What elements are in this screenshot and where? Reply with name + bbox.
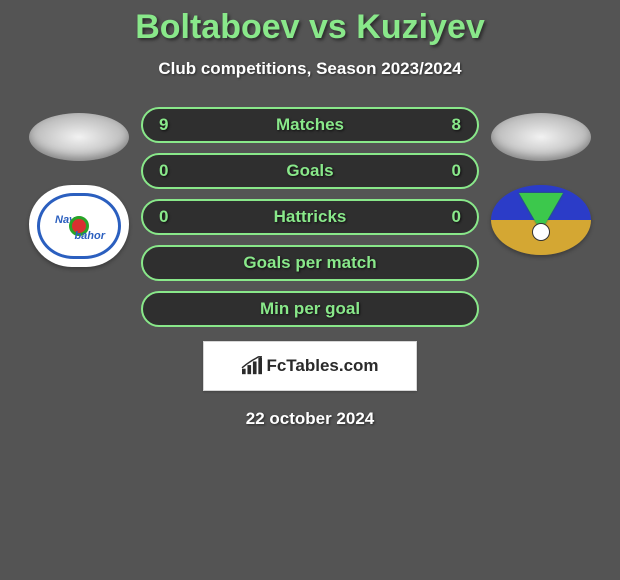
stat-right-value: 8 [452, 115, 461, 135]
stat-label: Min per goal [260, 299, 360, 319]
player-left-avatar [29, 113, 129, 161]
stat-row-goals: 0 Goals 0 [141, 153, 479, 189]
comparison-row: Nav bahor 9 Matches 8 0 Goals 0 0 Hattri… [0, 107, 620, 327]
stat-row-gpm: Goals per match [141, 245, 479, 281]
stat-row-mpg: Min per goal [141, 291, 479, 327]
stat-right-value: 0 [452, 161, 461, 181]
club-badge-left-inner: Nav bahor [37, 193, 121, 259]
chart-icon [241, 356, 263, 376]
club-badge-right [491, 185, 591, 255]
badge-left-text2: bahor [74, 230, 105, 242]
stats-column: 9 Matches 8 0 Goals 0 0 Hattricks 0 Goal… [141, 107, 479, 327]
page-subtitle: Club competitions, Season 2023/2024 [158, 59, 461, 79]
stat-label: Hattricks [274, 207, 347, 227]
stat-label: Matches [276, 115, 344, 135]
stat-left-value: 0 [159, 161, 168, 181]
stat-row-matches: 9 Matches 8 [141, 107, 479, 143]
stat-right-value: 0 [452, 207, 461, 227]
player-left-col: Nav bahor [29, 107, 129, 267]
brand-text: FcTables.com [266, 356, 378, 376]
badge-right-ball-icon [532, 223, 550, 241]
club-badge-left: Nav bahor [29, 185, 129, 267]
snapshot-date: 22 october 2024 [246, 409, 375, 429]
stat-label: Goals [286, 161, 333, 181]
player-right-avatar [491, 113, 591, 161]
player-right-col [491, 107, 591, 255]
page-title: Boltaboev vs Kuziyev [135, 8, 485, 47]
stat-left-value: 9 [159, 115, 168, 135]
stat-left-value: 0 [159, 207, 168, 227]
brand-attribution[interactable]: FcTables.com [203, 341, 417, 391]
stat-label: Goals per match [243, 253, 376, 273]
stat-row-hattricks: 0 Hattricks 0 [141, 199, 479, 235]
